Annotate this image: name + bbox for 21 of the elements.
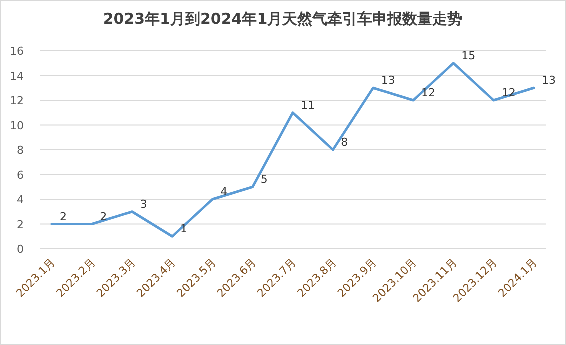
y-tick-label: 6: [17, 168, 24, 182]
data-label: 5: [260, 173, 268, 186]
data-label: 2: [60, 210, 67, 224]
y-tick-label: 2: [17, 218, 24, 232]
y-tick-label: 8: [17, 144, 24, 157]
data-label: 11: [301, 98, 315, 112]
y-tick-label: 14: [10, 70, 24, 83]
data-label: 4: [220, 186, 228, 198]
data-label: 3: [140, 198, 148, 211]
chart-title: 2023年1月到2024年1月天然气牵引车申报数量走势: [103, 10, 463, 28]
data-label: 8: [341, 136, 348, 149]
data-label: 15: [462, 49, 476, 62]
data-label: 13: [542, 74, 556, 88]
y-tick-label: 16: [10, 45, 24, 58]
y-tick-label: 4: [17, 194, 24, 206]
line-series: [50, 62, 536, 238]
data-label: 12: [422, 86, 436, 100]
y-tick-label: 10: [10, 119, 24, 132]
y-tick-label: 12: [10, 94, 24, 108]
data-label: 13: [381, 74, 396, 88]
y-tick-label: 0: [17, 243, 24, 256]
